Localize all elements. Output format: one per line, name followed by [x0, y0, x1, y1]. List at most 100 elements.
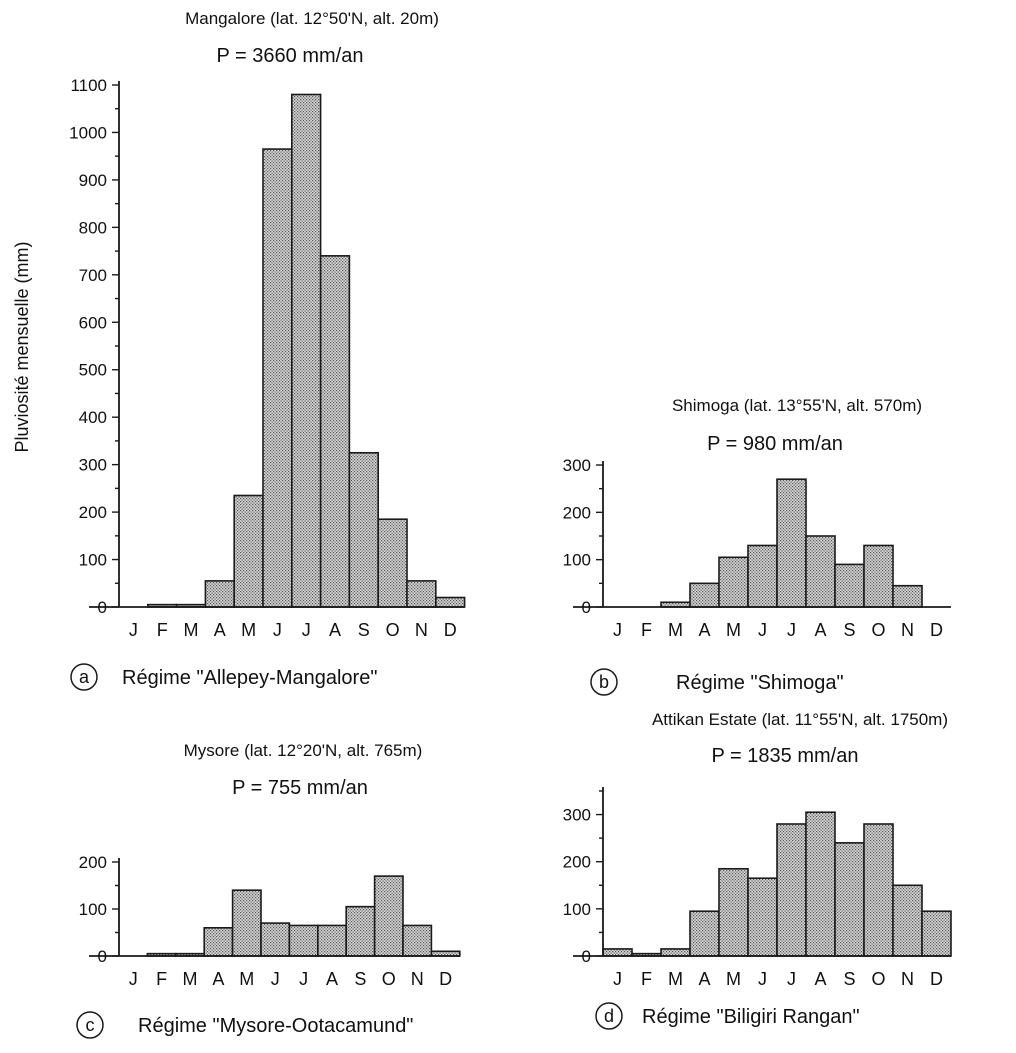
panel-d-x-tick-label: O: [871, 969, 885, 989]
panel-b-x-tick-label: A: [698, 620, 710, 640]
panel-c-bar: [373, 875, 404, 957]
panel-b-x-tick-label: S: [843, 620, 855, 640]
panel-a-x-tick-label: A: [329, 620, 341, 640]
panel-d-letter: d: [604, 1006, 614, 1026]
panel-c-x-tick-label: A: [212, 969, 224, 989]
panel-b-x-tick-label: D: [930, 620, 943, 640]
panel-a-bar: [434, 596, 466, 608]
panel-d-y-tick-label: 0: [582, 947, 591, 966]
panel-d-x-tick-label: J: [787, 969, 796, 989]
panel-c-x-tick-label: M: [239, 969, 254, 989]
panel-b-bar: [863, 544, 894, 608]
panel-a-x-tick-label: S: [358, 620, 370, 640]
panel-a-bar: [377, 518, 408, 608]
panel-c-x-tick-label: D: [439, 969, 452, 989]
panel-b-y-tick-label: 300: [563, 456, 591, 475]
panel-c-bar: [402, 924, 433, 957]
panel-d-bar: [863, 823, 894, 957]
panel-a-subtitle: P = 3660 mm/an: [217, 45, 364, 67]
panel-d-x-tick-label: J: [613, 969, 622, 989]
panel-d-y-tick-label: 200: [563, 853, 591, 872]
panel-a-y-tick-label: 200: [79, 503, 107, 522]
panel-c-x-tick-label: M: [183, 969, 198, 989]
panel-d-x-tick-label: A: [814, 969, 826, 989]
panel-a-y-tick-label: 400: [79, 408, 107, 427]
panel-a-y-tick-label: 700: [79, 266, 107, 285]
panel-a-y-tick-label: 100: [79, 551, 107, 570]
panel-a-y-tick-label: 1100: [70, 76, 107, 95]
panel-d-x-tick-label: M: [726, 969, 741, 989]
panel-a-bar: [262, 148, 293, 608]
panel-a-caption-text: Régime "Allepey-Mangalore": [122, 667, 377, 689]
panel-d-bar: [660, 948, 691, 957]
panel-c-bar: [231, 889, 262, 957]
panel-c-subtitle: P = 755 mm/an: [232, 777, 368, 799]
panel-b-y-tick-label: 100: [563, 551, 591, 570]
panel-c-y-tick-label: 0: [98, 947, 107, 966]
panel-b-x-tick-label: M: [726, 620, 741, 640]
panel-a-x-tick-label: D: [444, 620, 457, 640]
panel-a-title: Mangalore (lat. 12°50'N, alt. 20m): [185, 9, 439, 28]
panel-b-x-tick-label: F: [641, 620, 652, 640]
panel-b-x-tick-label: J: [613, 620, 622, 640]
panel-c-bar: [260, 922, 291, 957]
panel-d-x-tick-label: N: [901, 969, 914, 989]
panel-c-x-tick-label: A: [326, 969, 338, 989]
panel-a-x-tick-label: M: [184, 620, 199, 640]
panel-d-bar: [776, 823, 807, 957]
panel-d-x-tick-label: M: [668, 969, 683, 989]
panel-c-y-tick-label: 200: [79, 853, 107, 872]
panel-a-x-tick-label: A: [214, 620, 226, 640]
panel-a-bar: [406, 580, 437, 608]
panel-a-x-tick-label: M: [241, 620, 256, 640]
panel-b-letter: b: [599, 672, 609, 692]
panel-d-title: Attikan Estate (lat. 11°55'N, alt. 1750m…: [652, 710, 948, 729]
panel-a-y-tick-label: 0: [98, 598, 107, 617]
panel-a-x-tick-label: N: [415, 620, 428, 640]
panel-d-y-tick-label: 100: [563, 900, 591, 919]
panel-a-y-tick-label: 900: [79, 171, 107, 190]
panel-a-caption: a Régime "Allepey-Mangalore": [70, 663, 377, 691]
panel-b-y-tick-label: 200: [563, 503, 591, 522]
panel-a-y-tick-label: 300: [79, 456, 107, 475]
panel-b-x-tick-label: J: [787, 620, 796, 640]
panel-b-bar: [776, 478, 807, 608]
panel-a-x-tick-label: J: [302, 620, 311, 640]
panel-b-x-tick-label: M: [668, 620, 683, 640]
panel-c-x-tick-label: F: [156, 969, 167, 989]
panel-c-x-tick-label: S: [354, 969, 366, 989]
panel-d-caption-text: Régime "Biligiri Rangan": [642, 1006, 860, 1028]
panel-d-x-tick-label: F: [641, 969, 652, 989]
panel-c-letter-circle: [76, 1011, 104, 1039]
panel-d-caption: d Régime "Biligiri Rangan": [595, 1002, 860, 1030]
panel-d-bar: [805, 811, 836, 957]
panel-c-x-tick-label: J: [129, 969, 138, 989]
panel-c-bar: [316, 924, 347, 957]
panel-d-bar: [718, 867, 749, 957]
panel-a-x-tick-label: O: [386, 620, 400, 640]
panel-d-x-tick-label: D: [930, 969, 943, 989]
panel-a-y-tick-label: 500: [79, 361, 107, 380]
panel-d-bar: [834, 842, 865, 957]
panel-a-y-tick-label: 800: [79, 218, 107, 237]
panel-b-bar: [834, 563, 865, 608]
panel-b-x-tick-label: O: [871, 620, 885, 640]
panel-d-bar: [602, 948, 633, 957]
panel-b-y-tick-label: 0: [582, 598, 591, 617]
panel-a-x-tick-label: F: [157, 620, 168, 640]
panel-d-x-tick-label: J: [758, 969, 767, 989]
panel-b-bar: [747, 544, 778, 608]
panel-c-bar: [288, 924, 319, 957]
panel-b-x-tick-label: J: [758, 620, 767, 640]
panel-d-x-tick-label: A: [698, 969, 710, 989]
panel-d-bar: [892, 884, 923, 957]
panel-b-caption-text: Régime "Shimoga": [676, 672, 844, 694]
panel-a-y-tick-label: 600: [79, 313, 107, 332]
panel-a-bar: [233, 494, 264, 608]
panel-d-bar: [747, 877, 778, 957]
panel-b-x-tick-label: N: [901, 620, 914, 640]
